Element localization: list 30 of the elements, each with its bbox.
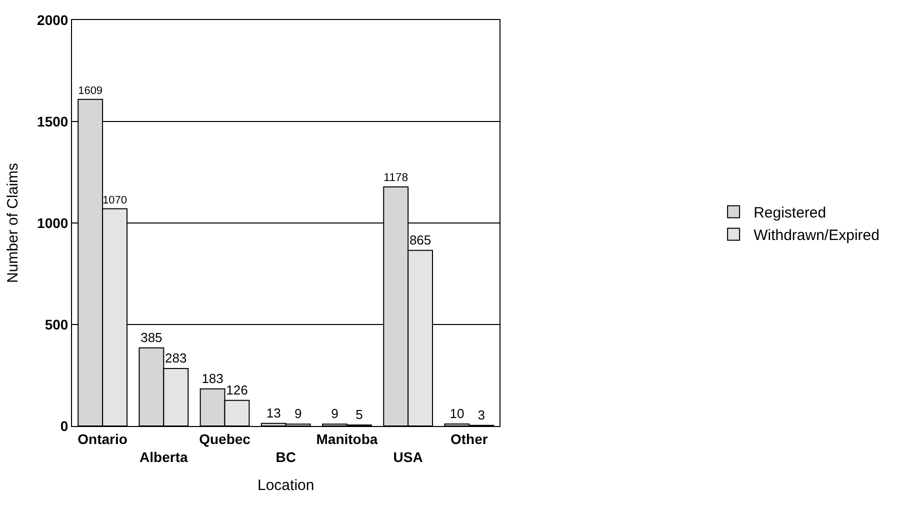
x-tick-label: Other [450,430,488,447]
x-tick-label: Ontario [78,430,128,447]
x-tick-label: BC [276,449,296,465]
data-label: 13 [266,405,281,420]
y-tick-label: 1000 [37,214,68,231]
legend-label: Withdrawn/Expired [754,227,880,244]
x-tick-label: Quebec [199,430,251,447]
x-tick-label: Manitoba [316,430,378,447]
data-label: 283 [165,350,187,366]
data-label: 9 [331,406,338,422]
x-tick-label: Alberta [140,449,188,465]
y-tick-label: 0 [60,418,68,434]
x-axis-title: Location [258,477,314,494]
data-label: 5 [356,406,363,422]
data-label: 385 [140,330,162,345]
y-axis-title: Number of Claims [4,162,22,284]
data-label: 1178 [384,172,408,184]
data-label: 183 [202,370,224,386]
data-label: 126 [226,382,248,398]
y-tick-label: 1500 [37,113,68,130]
data-label: 865 [409,232,432,248]
x-tick-label: USA [393,449,423,465]
data-label: 3 [478,407,486,422]
legend-label: Registered [754,204,826,222]
data-label: 9 [294,406,302,422]
data-label: 10 [450,406,464,421]
y-tick-label: 500 [44,316,68,332]
data-label: 1609 [78,84,103,97]
data-label: 1070 [102,194,127,206]
y-tick-label: 2000 [37,12,68,28]
